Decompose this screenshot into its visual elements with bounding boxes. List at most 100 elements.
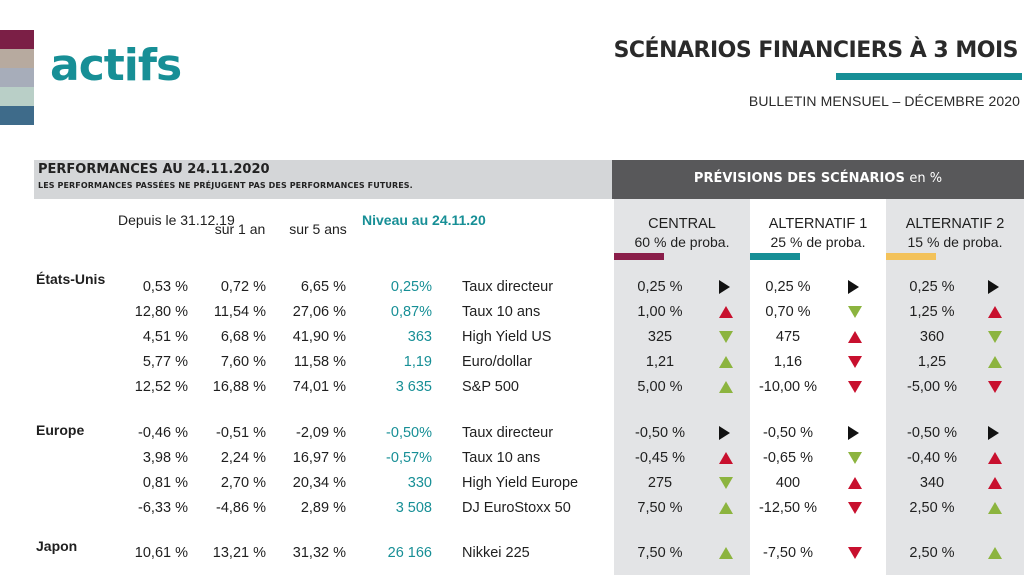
perf-value-y1: 11,54 % xyxy=(213,304,266,320)
scenario-value: 1,25 xyxy=(917,354,947,370)
level-value: 1,19 xyxy=(403,354,432,370)
scenario-value: 340 xyxy=(919,475,945,491)
play-right-icon xyxy=(719,426,730,440)
triangle-up-icon xyxy=(719,381,733,393)
level-value: 0,25% xyxy=(390,279,432,295)
perf-value-y5: 11,58 % xyxy=(293,354,346,370)
perf-value-ytd: 0,81 % xyxy=(142,475,188,491)
perf-value-y5: 6,65 % xyxy=(300,279,346,295)
scenario-name: ALTERNATIF 1 xyxy=(768,216,868,232)
perf-value-ytd: 0,53 % xyxy=(142,279,188,295)
page-title: SCÉNARIOS FINANCIERS À 3 MOIS xyxy=(613,38,1019,63)
level-value: -0,57% xyxy=(386,450,432,466)
logo-swatches xyxy=(0,30,34,125)
triangle-down-icon xyxy=(988,331,1002,343)
triangle-down-icon xyxy=(719,331,733,343)
scenario-value: 400 xyxy=(775,475,801,491)
triangle-up-icon xyxy=(988,502,1002,514)
scenario-value: -12,50 % xyxy=(758,500,818,516)
scenario-proba: 60 % de proba. xyxy=(634,234,730,250)
play-right-icon xyxy=(988,426,999,440)
performances-header: PERFORMANCES AU 24.11.2020 LES PERFORMAN… xyxy=(34,160,612,199)
asset-label: Taux directeur xyxy=(462,279,554,295)
scenario-value: 2,50 % xyxy=(909,545,955,561)
level-value: 330 xyxy=(407,475,432,491)
level-value: 363 xyxy=(407,329,432,345)
scenario-header-alternatif2: ALTERNATIF 2 15 % de proba. xyxy=(886,215,1024,251)
scenario-header-alternatif1: ALTERNATIF 1 25 % de proba. xyxy=(750,215,886,251)
column-header-level: Niveau au 24.11.20 xyxy=(362,212,486,228)
triangle-up-icon xyxy=(719,547,733,559)
perf-value-ytd: 12,52 % xyxy=(134,379,188,395)
play-right-icon xyxy=(719,280,730,294)
scenario-value: 1,00 % xyxy=(637,304,683,320)
triangle-up-icon xyxy=(988,452,1002,464)
scenario-name: ALTERNATIF 2 xyxy=(905,216,1005,232)
level-value: 0,87% xyxy=(390,304,432,320)
scenario-value: -0,45 % xyxy=(635,450,685,466)
logo-swatch xyxy=(0,49,34,68)
scenario-value: 325 xyxy=(647,329,673,345)
perf-value-y5: -2,09 % xyxy=(296,425,346,441)
triangle-up-icon xyxy=(719,306,733,318)
play-right-icon xyxy=(848,426,859,440)
asset-label: Taux 10 ans xyxy=(462,304,541,320)
alternatif2-color-bar xyxy=(886,253,936,260)
triangle-up-icon xyxy=(988,306,1002,318)
perf-value-y1: -0,51 % xyxy=(216,425,266,441)
scenario-value: -5,00 % xyxy=(907,379,957,395)
triangle-down-icon xyxy=(848,381,862,393)
forecast-title-unit: en % xyxy=(909,171,943,186)
perf-value-ytd: 4,51 % xyxy=(142,329,188,345)
triangle-down-icon xyxy=(848,356,862,368)
level-value: 3 635 xyxy=(395,379,432,395)
scenario-value: 7,50 % xyxy=(637,545,683,561)
perf-value-y1: 6,68 % xyxy=(220,329,266,345)
triangle-down-icon xyxy=(848,306,862,318)
play-right-icon xyxy=(988,280,999,294)
scenario-value: 475 xyxy=(775,329,801,345)
triangle-down-icon xyxy=(848,502,862,514)
triangle-down-icon xyxy=(848,547,862,559)
level-value: 3 508 xyxy=(395,500,432,516)
scenario-value: 1,25 % xyxy=(909,304,955,320)
scenario-value: -0,40 % xyxy=(907,450,957,466)
triangle-down-icon xyxy=(988,381,1002,393)
scenario-value: -0,65 % xyxy=(763,450,813,466)
perf-value-y5: 41,90 % xyxy=(292,329,346,345)
region-label: Japon xyxy=(36,538,78,554)
logo-swatch xyxy=(0,68,34,87)
triangle-up-icon xyxy=(719,356,733,368)
scenario-value: -7,50 % xyxy=(763,545,813,561)
asset-label: Taux directeur xyxy=(462,425,554,441)
region-label: États-Unis xyxy=(36,271,106,287)
perf-value-y5: 2,89 % xyxy=(300,500,346,516)
asset-label: High Yield US xyxy=(462,329,552,345)
triangle-up-icon xyxy=(719,502,733,514)
column-header-ytd: Depuis le 31.12.19 xyxy=(118,212,235,228)
perf-value-y5: 16,97 % xyxy=(292,450,346,466)
asset-label: Taux 10 ans xyxy=(462,450,541,466)
column-header-5y: sur 5 ans xyxy=(289,221,347,237)
asset-label: High Yield Europe xyxy=(462,475,579,491)
logo-swatch xyxy=(0,106,34,125)
scenario-value: 1,16 xyxy=(773,354,803,370)
triangle-up-icon xyxy=(848,331,862,343)
play-right-icon xyxy=(848,280,859,294)
perf-value-y1: 2,24 % xyxy=(220,450,266,466)
triangle-up-icon xyxy=(719,452,733,464)
logo-swatch xyxy=(0,87,34,106)
scenario-value: -10,00 % xyxy=(758,379,818,395)
scenario-value: 0,25 % xyxy=(637,279,683,295)
perf-value-y1: 7,60 % xyxy=(220,354,266,370)
perf-value-y5: 20,34 % xyxy=(292,475,346,491)
scenario-value: 5,00 % xyxy=(637,379,683,395)
scenario-proba: 25 % de proba. xyxy=(770,234,866,250)
asset-label: S&P 500 xyxy=(462,379,519,395)
triangle-up-icon xyxy=(988,547,1002,559)
scenario-header-central: CENTRAL 60 % de proba. xyxy=(614,215,750,251)
scenario-proba: 15 % de proba. xyxy=(907,234,1003,250)
scenario-value: -0,50 % xyxy=(763,425,813,441)
scenario-value: 1,21 xyxy=(645,354,675,370)
scenario-value: -0,50 % xyxy=(635,425,685,441)
